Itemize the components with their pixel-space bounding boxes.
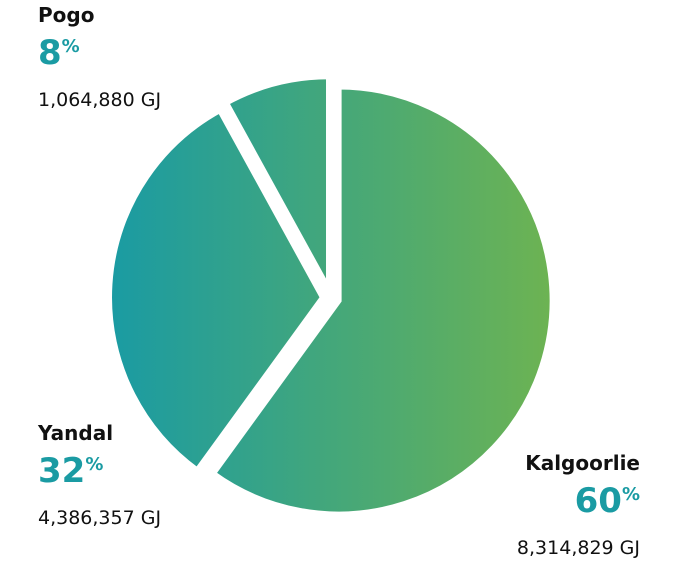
slice-name: Kalgoorlie [525, 451, 640, 475]
slice-name: Pogo [38, 3, 94, 27]
percent-unit: % [62, 36, 80, 57]
slice-name: Yandal [37, 421, 113, 445]
slice-percent: 32% [38, 451, 103, 491]
percent-value: 8 [38, 33, 62, 73]
slice-percent: 60% [575, 481, 640, 521]
slice-energy: 1,064,880 GJ [38, 89, 161, 111]
slice-percent: 8% [38, 33, 80, 73]
pie-slice [221, 73, 333, 292]
percent-unit: % [622, 484, 640, 505]
percent-unit: % [85, 454, 103, 475]
slice-energy: 8,314,829 GJ [517, 537, 640, 559]
pie-slice [106, 105, 327, 475]
percent-value: 60 [575, 481, 622, 521]
slice-energy: 4,386,357 GJ [38, 507, 161, 529]
percent-value: 32 [38, 451, 85, 491]
pie-slice [208, 83, 556, 518]
